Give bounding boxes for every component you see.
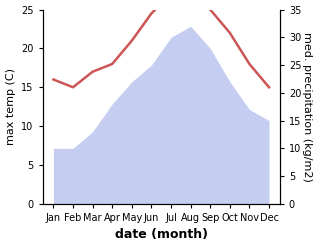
Y-axis label: med. precipitation (kg/m2): med. precipitation (kg/m2) (302, 32, 313, 182)
X-axis label: date (month): date (month) (115, 228, 208, 242)
Y-axis label: max temp (C): max temp (C) (5, 68, 16, 145)
